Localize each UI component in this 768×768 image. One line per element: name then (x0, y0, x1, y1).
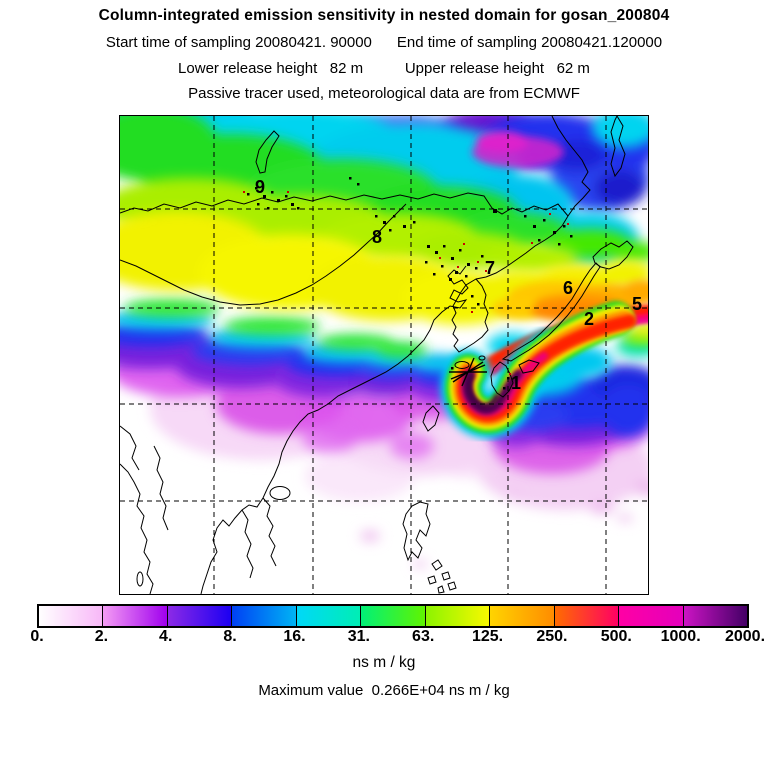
figure-title: Column-integrated emission sensitivity i… (98, 7, 670, 24)
tracer-info-line: Passive tracer used, meteorological data… (188, 85, 580, 102)
latlon-grid (120, 116, 648, 594)
colorbar-tick-label: 16. (283, 628, 306, 645)
colorbar-units-label: ns m / kg (352, 654, 416, 671)
myanmar-coast (120, 463, 154, 594)
colorbar-tick-label: 1000. (660, 628, 701, 645)
colorbar-segment (490, 606, 555, 626)
colorbar-segment (232, 606, 297, 626)
coast-mongolia-border (120, 203, 407, 306)
region-label-2: 2 (584, 309, 594, 329)
region-label-5: 5 (632, 294, 642, 314)
colorbar-segment (425, 606, 491, 626)
andaman-island (136, 571, 144, 587)
korea-outline (451, 278, 489, 353)
colorbar-segment (361, 606, 426, 626)
colorbar-tick-label: 4. (159, 628, 173, 645)
colorbar-segment (296, 606, 362, 626)
colorbar-segment (619, 606, 684, 626)
luzon-outline (402, 501, 431, 562)
colorbar-tick-label: 2000. (724, 628, 766, 645)
station-dots (247, 177, 573, 390)
region-label-6: 6 (563, 278, 573, 298)
field-topright-magenta (472, 131, 564, 168)
philippine-islands (427, 559, 457, 594)
region-label-7: 7 (485, 258, 495, 278)
colorbar-segment (103, 606, 168, 626)
region-label-9: 9 (255, 177, 265, 197)
colorbar-tick-label: 8. (223, 628, 237, 645)
tsushima-island (478, 355, 486, 361)
hokkaido-outline (592, 240, 634, 270)
shikoku-outline (518, 359, 540, 374)
kyushu-outline (490, 361, 514, 398)
field-orange (492, 280, 648, 322)
colorbar-tick-label: 125. (471, 628, 504, 645)
plume-hook (440, 301, 637, 439)
max-value-label: Maximum value 0.266E+04 ns m / kg (258, 682, 510, 699)
thai-border (153, 445, 169, 531)
coastlines (120, 116, 634, 594)
sakhalin-outline (610, 116, 626, 178)
colorbar-tick-label: 2. (94, 628, 109, 645)
jeju-island (454, 361, 470, 369)
indochina-border-1 (262, 497, 277, 567)
release-height-line: Lower release height 82 m Upper release … (178, 60, 590, 77)
region-label-8: 8 (372, 227, 382, 247)
sensitivity-map: 9 8 7 6 5 2 1 (120, 116, 648, 594)
hainan-outline (269, 486, 291, 500)
colorbar-ticks: 0. 2. 4. 8. 16. 31. 63. 125. 250. 500. 1000. 2000. (0, 628, 768, 646)
station-dots-red (243, 191, 569, 375)
colorbar-segment (683, 606, 747, 626)
colorbar-tick-label: 0. (30, 628, 44, 645)
taiwan-outline (422, 405, 440, 432)
colorbar-gradient (37, 604, 749, 628)
coast-russia-border (120, 192, 569, 217)
lake-baikal (255, 130, 280, 174)
receptor-star-icon (449, 357, 487, 387)
colorbar-segment (39, 606, 104, 626)
colorbar-tick-label: 500. (600, 628, 632, 645)
sensitivity-field (120, 116, 648, 594)
colorbar-tick-label: 250. (536, 628, 568, 645)
sampling-time-line: Start time of sampling 20080421. 90000 E… (105, 34, 663, 51)
colorbar-segment (554, 606, 620, 626)
colorbar-tick-label: 31. (347, 628, 370, 645)
region-labels: 9 8 7 6 5 2 1 (255, 177, 642, 393)
myanmar-border (120, 425, 140, 471)
region-label-1: 1 (511, 373, 521, 393)
coast-okhotsk (475, 116, 591, 280)
map-panel: 9 8 7 6 5 2 1 (119, 115, 649, 595)
colorbar-tick-label: 63. (412, 628, 435, 645)
colorbar-segment (167, 606, 233, 626)
indochina-border-2 (241, 509, 254, 579)
china-coast (200, 265, 469, 594)
